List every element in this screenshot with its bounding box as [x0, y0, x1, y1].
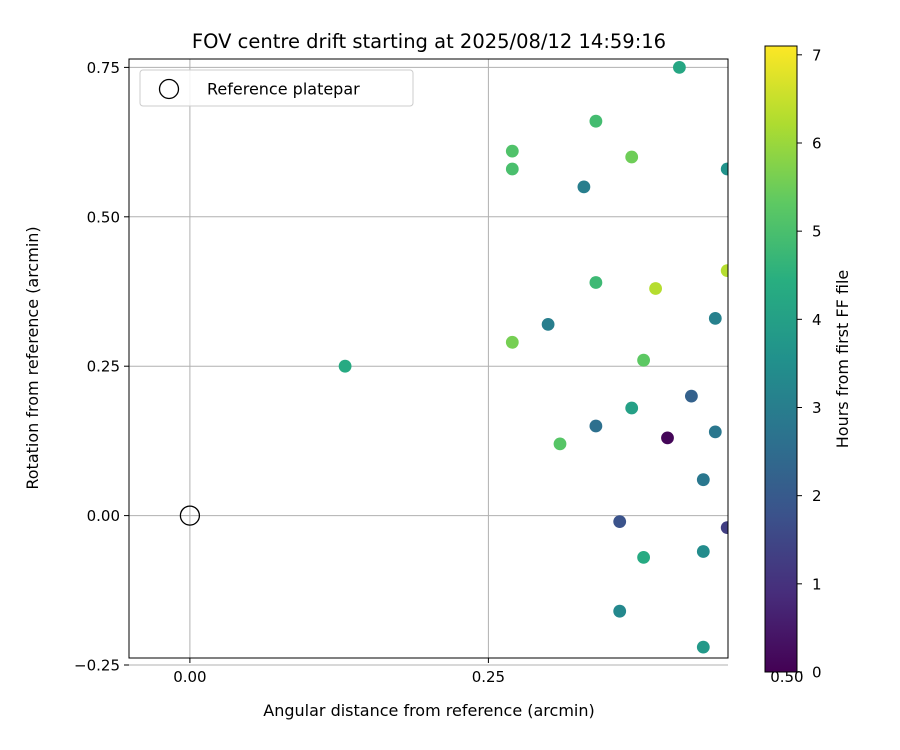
scatter-point — [720, 521, 728, 534]
scatter-point — [696, 640, 710, 654]
reference-platepar-marker — [179, 505, 201, 526]
scatter-point — [541, 318, 555, 331]
legend-box — [139, 69, 414, 107]
scatter-point — [589, 276, 603, 289]
scatter-point — [505, 162, 519, 176]
scatter-point — [625, 150, 639, 164]
scatter-point — [637, 353, 650, 367]
x-tick-label: 0.25 — [472, 668, 505, 686]
colorbar-tick-label: 1 — [812, 575, 822, 593]
legend: Reference platepar — [139, 69, 414, 107]
scatter-point — [637, 551, 650, 564]
scatter-point — [661, 431, 674, 445]
scatter-point — [696, 473, 710, 487]
scatter-point — [720, 162, 728, 176]
colorbar: 0 1 2 3 4 5 6 7 Hours from first FF file — [764, 45, 852, 682]
colorbar-tick-label: 0 — [812, 664, 822, 682]
plot-frame — [128, 58, 729, 659]
colorbar-gradient — [764, 45, 798, 673]
colorbar-label: Hours from first FF file — [833, 270, 852, 449]
y-axis-ticks: −0.250.000.250.500.751.001.251.50 — [74, 59, 129, 675]
colorbar-tick-label: 2 — [812, 487, 822, 505]
scatter-point — [708, 425, 722, 439]
colorbar-tick-label: 4 — [812, 311, 822, 329]
scatter-point — [589, 419, 603, 433]
scatter-point — [720, 264, 728, 277]
scatter-point — [553, 437, 567, 451]
y-tick-label: 0.75 — [87, 59, 120, 77]
y-tick-label: 0.00 — [87, 507, 120, 525]
colorbar-ticks: 0 1 2 3 4 5 6 7 — [797, 46, 822, 682]
colorbar-tick-label: 6 — [812, 134, 822, 152]
scatter-point — [613, 515, 627, 528]
scatter-point — [505, 144, 519, 158]
scatter-point — [613, 604, 627, 618]
colorbar-tick-label: 7 — [812, 46, 822, 64]
scatter-point — [685, 389, 698, 403]
scatter-point — [708, 312, 722, 325]
y-tick-label: 0.50 — [87, 208, 120, 226]
scatter-point — [696, 545, 710, 558]
scatter-point — [338, 359, 352, 373]
y-tick-label: 0.25 — [87, 358, 120, 376]
scatter-point — [505, 335, 519, 349]
colorbar-tick-label: 5 — [812, 223, 822, 241]
legend-label: Reference platepar — [207, 80, 360, 99]
x-tick-label: 0.00 — [173, 668, 206, 686]
x-axis-label: Angular distance from reference (arcmin) — [263, 701, 594, 720]
scatter-point — [649, 282, 662, 295]
scatter-point — [673, 61, 686, 74]
legend-marker-icon — [158, 78, 180, 100]
chart-title: FOV centre drift starting at 2025/08/12 … — [192, 30, 666, 53]
colorbar-tick-label: 3 — [812, 399, 822, 417]
scatter-point — [625, 401, 639, 415]
x-axis-ticks: 0.000.250.500.751.001.251.501.75 — [173, 658, 804, 686]
y-tick-label: −0.25 — [74, 657, 120, 675]
data-points — [338, 61, 728, 654]
scatter-point — [589, 114, 603, 128]
scatter-point — [577, 180, 591, 194]
y-axis-label: Rotation from reference (arcmin) — [23, 226, 42, 489]
